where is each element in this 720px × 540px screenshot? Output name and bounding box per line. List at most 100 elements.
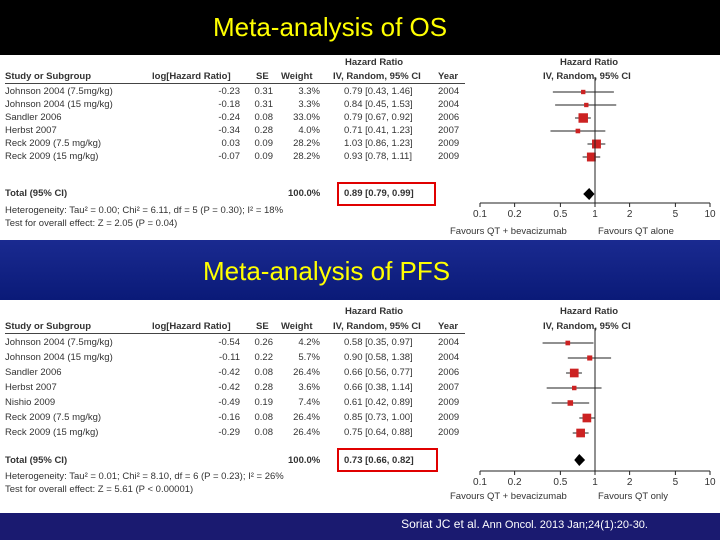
pfs-row-log: -0.11 <box>219 352 240 363</box>
pfs-row-year: 2009 <box>438 427 460 438</box>
pfs-study-square <box>582 413 592 423</box>
os-total-diamond <box>583 188 595 200</box>
pfs-hr-subheader: IV, Random, 95% CI <box>333 321 421 332</box>
pfs-favours-right: Favours QT only <box>598 491 669 502</box>
pfs-study-square <box>565 340 571 346</box>
pfs-row-study: Reck 2009 (15 mg/kg) <box>5 427 99 438</box>
pfs-row-study: Johnson 2004 (15 mg/kg) <box>5 352 113 363</box>
os-row-year: 2009 <box>438 151 460 162</box>
pfs-heterogeneity: Heterogeneity: Tau² = 0.01; Chi² = 8.10,… <box>5 471 284 482</box>
citation-author: Soriat JC et al. <box>401 517 480 531</box>
os-tick-label: 2 <box>627 209 633 220</box>
os-row-se: 0.09 <box>254 138 274 149</box>
citation-band <box>0 513 720 540</box>
pfs-row-ci: 0.58 [0.35, 0.97] <box>344 337 413 348</box>
pfs-row-year: 2007 <box>438 382 460 393</box>
pfs-header-rule <box>5 333 465 334</box>
os-col-log: log[Hazard Ratio] <box>152 71 231 82</box>
pfs-row-log: -0.42 <box>218 367 240 378</box>
os-study-square <box>592 139 601 149</box>
pfs-row-study: Sandler 2006 <box>5 367 62 378</box>
pfs-hr-header: Hazard Ratio <box>345 306 404 317</box>
pfs-row-study: Reck 2009 (7.5 mg/kg) <box>5 412 102 423</box>
os-row-year: 2007 <box>438 125 460 136</box>
os-row-se: 0.31 <box>254 86 274 97</box>
pfs-row-ci: 0.66 [0.38, 1.14] <box>344 382 413 393</box>
pfs-study-square <box>572 385 577 391</box>
os-row-weight: 3.3% <box>298 99 320 110</box>
pfs-tick-label: 5 <box>673 477 679 488</box>
os-total-ci: 0.89 [0.79, 0.99] <box>344 188 414 199</box>
pfs-row-weight: 26.4% <box>293 367 320 378</box>
os-row-study: Herbst 2007 <box>5 125 57 136</box>
os-row-log: -0.07 <box>218 151 240 162</box>
os-col-weight: Weight <box>281 71 313 82</box>
pfs-col-weight: Weight <box>281 321 313 332</box>
pfs-row-log: -0.29 <box>218 427 240 438</box>
os-row-ci: 0.71 [0.41, 1.23] <box>344 125 413 136</box>
citation: Soriat JC et al. Ann Oncol. 2013 Jan;24(… <box>401 517 648 531</box>
pfs-col-log: log[Hazard Ratio] <box>152 321 231 332</box>
os-row-se: 0.09 <box>254 151 274 162</box>
os-forest-plot-panel: Hazard Ratio Hazard Ratio Study or Subgr… <box>0 55 720 240</box>
pfs-col-study: Study or Subgroup <box>5 321 92 332</box>
os-forest-graphic: 0.1 0.2 0.5 1 2 5 10 <box>473 77 716 220</box>
os-col-study: Study or Subgroup <box>5 71 92 82</box>
os-row-study: Sandler 2006 <box>5 112 62 123</box>
os-row-log: -0.34 <box>218 125 240 136</box>
os-study-square <box>586 152 596 162</box>
pfs-row-ci: 0.90 [0.58, 1.38] <box>344 352 413 363</box>
os-tick-label: 0.2 <box>508 209 522 220</box>
os-row-ci: 1.03 [0.86, 1.23] <box>344 138 413 149</box>
os-heterogeneity: Heterogeneity: Tau² = 0.00; Chi² = 6.11,… <box>5 205 284 216</box>
pfs-row-weight: 7.4% <box>298 397 320 408</box>
pfs-forest-graphic: 0.1 0.2 0.5 1 2 5 10 <box>473 328 716 488</box>
pfs-tick-label: 0.1 <box>473 477 487 488</box>
pfs-row-weight: 3.6% <box>298 382 320 393</box>
citation-source: Ann Oncol. 2013 Jan;24(1):20-30. <box>482 519 648 531</box>
pfs-row-study: Johnson 2004 (7.5mg/kg) <box>5 337 113 348</box>
os-tick-label: 0.1 <box>473 209 487 220</box>
pfs-col-year: Year <box>438 321 459 332</box>
pfs-study-square <box>567 400 574 406</box>
os-title: Meta-analysis of OS <box>213 12 448 42</box>
os-hr-header: Hazard Ratio <box>345 57 404 68</box>
pfs-row-weight: 4.2% <box>298 337 320 348</box>
pfs-row-se: 0.19 <box>254 397 274 408</box>
os-col-se: SE <box>256 71 269 82</box>
pfs-tick-label: 10 <box>704 477 716 488</box>
pfs-row-se: 0.28 <box>254 382 274 393</box>
pfs-row-se: 0.08 <box>254 427 274 438</box>
pfs-row-year: 2006 <box>438 367 460 378</box>
pfs-col-se: SE <box>256 321 269 332</box>
pfs-study-square <box>576 428 585 438</box>
os-forest-header: Hazard Ratio <box>560 57 619 68</box>
os-row-year: 2004 <box>438 99 460 110</box>
pfs-row-se: 0.08 <box>254 412 274 423</box>
pfs-row-weight: 5.7% <box>298 352 320 363</box>
pfs-title: Meta-analysis of PFS <box>203 256 451 286</box>
os-row-year: 2006 <box>438 112 460 123</box>
pfs-row-log: -0.49 <box>218 397 240 408</box>
pfs-forest-plot-panel: Hazard Ratio Hazard Ratio Study or Subgr… <box>0 300 720 513</box>
os-overall-effect: Test for overall effect: Z = 2.05 (P = 0… <box>5 218 178 229</box>
os-row-year: 2009 <box>438 138 460 149</box>
pfs-study-square <box>569 368 579 378</box>
os-row-se: 0.08 <box>254 112 274 123</box>
pfs-forest-header: Hazard Ratio <box>560 306 619 317</box>
pfs-total-ci: 0.73 [0.66, 0.82] <box>344 455 414 466</box>
os-row-weight: 33.0% <box>293 112 320 123</box>
pfs-row-year: 2004 <box>438 337 460 348</box>
os-row-se: 0.28 <box>254 125 274 136</box>
os-hr-subheader: IV, Random, 95% CI <box>333 71 421 82</box>
pfs-total-highlight-box <box>337 448 438 472</box>
pfs-row-se: 0.08 <box>254 367 274 378</box>
os-header-rule <box>5 83 465 84</box>
pfs-row-se: 0.26 <box>254 337 274 348</box>
os-tick-label: 0.5 <box>553 209 567 220</box>
pfs-tick-label: 0.2 <box>508 477 522 488</box>
pfs-row-ci: 0.75 [0.64, 0.88] <box>344 427 413 438</box>
pfs-row-weight: 26.4% <box>293 427 320 438</box>
os-study-square <box>578 113 588 123</box>
os-total-highlight-box <box>337 182 436 206</box>
